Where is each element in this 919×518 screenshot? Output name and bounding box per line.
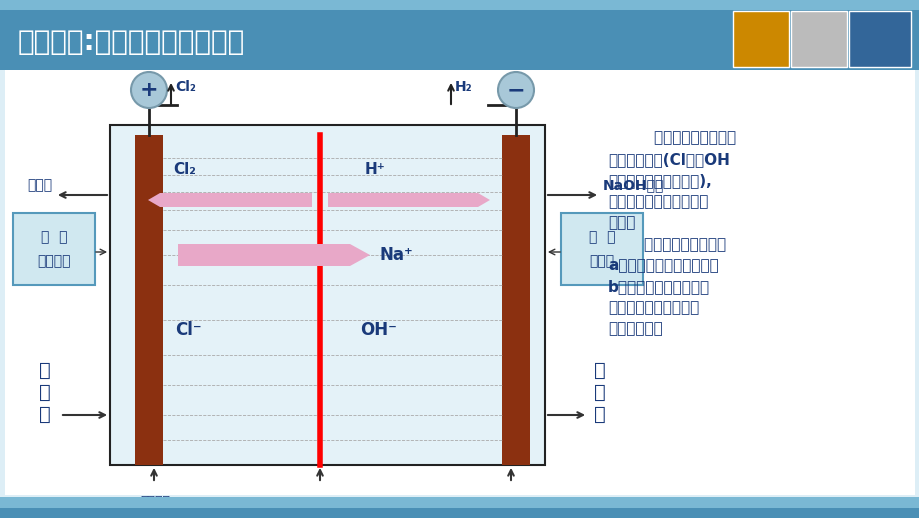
FancyBboxPatch shape: [13, 213, 95, 285]
Text: NaOH溶液: NaOH溶液: [602, 178, 664, 192]
Text: b、避免氯气和氢氧化钠: b、避免氯气和氢氧化钠: [607, 279, 709, 294]
Text: NaCl溶液: NaCl溶液: [131, 509, 178, 518]
Text: 化钠的产量。: 化钠的产量。: [607, 321, 662, 336]
Bar: [0, 10, 919, 70]
Text: 惰性电极: 惰性电极: [37, 254, 71, 268]
Text: Cl₂: Cl₂: [175, 80, 196, 94]
FancyArrow shape: [148, 193, 312, 207]
Text: H₂O（含少量NaOH）: H₂O（含少量NaOH）: [371, 495, 487, 509]
Text: 离子交换膜的作用：: 离子交换膜的作用：: [622, 237, 725, 252]
Text: 极: 极: [40, 382, 51, 401]
Text: Na⁺: Na⁺: [380, 246, 414, 264]
Text: 室: 室: [40, 405, 51, 424]
Bar: [732, 11, 789, 67]
Text: Cl₂: Cl₂: [173, 163, 196, 178]
Text: 把电解槽隔成阴极室和阳: 把电解槽隔成阴极室和阳: [607, 194, 708, 209]
Text: 极室。: 极室。: [607, 215, 635, 230]
Text: H⁺: H⁺: [365, 163, 385, 178]
Text: −: −: [506, 80, 525, 100]
Text: 碳钢网: 碳钢网: [589, 254, 614, 268]
Bar: [0, 508, 919, 518]
Text: 许阳离子通过(Cl－、OH: 许阳离子通过(Cl－、OH: [607, 152, 729, 167]
Bar: [0, 497, 919, 508]
Text: OH⁻: OH⁻: [359, 321, 396, 339]
Bar: [5, 70, 914, 495]
Text: H₂: H₂: [455, 80, 472, 94]
Text: Cl⁻: Cl⁻: [175, 321, 201, 339]
Circle shape: [130, 72, 167, 108]
Text: +: +: [140, 80, 158, 100]
Text: 阳离子交换膜：只允: 阳离子交换膜：只允: [632, 130, 735, 145]
Bar: [135, 135, 163, 465]
Text: －离子和气体不能通过),: －离子和气体不能通过),: [607, 173, 711, 188]
Text: a、防止氢气和氯气混合；: a、防止氢气和氯气混合；: [607, 258, 718, 273]
FancyArrow shape: [328, 193, 490, 207]
Text: 阳: 阳: [40, 361, 51, 380]
Text: 淡盐水: 淡盐水: [27, 178, 52, 192]
Text: 阴  极: 阴 极: [588, 230, 615, 244]
Text: 阳离子交换膜: 阳离子交换膜: [289, 495, 349, 513]
Circle shape: [497, 72, 533, 108]
Bar: [110, 125, 544, 465]
Text: 反应生成，而影响氢氧: 反应生成，而影响氢氧: [607, 300, 698, 315]
Bar: [790, 11, 846, 67]
Bar: [848, 11, 910, 67]
Text: 室: 室: [594, 405, 606, 424]
Text: 阴: 阴: [594, 361, 606, 380]
Text: 氯碱工业:离子交换膜法制烧碱: 氯碱工业:离子交换膜法制烧碱: [18, 28, 245, 56]
Text: 极: 极: [594, 382, 606, 401]
Text: 精制饱和: 精制饱和: [140, 495, 170, 508]
Bar: [0, 0, 919, 10]
FancyArrow shape: [177, 244, 369, 266]
Text: 阳  极: 阳 极: [40, 230, 67, 244]
Bar: [502, 135, 529, 465]
FancyBboxPatch shape: [561, 213, 642, 285]
